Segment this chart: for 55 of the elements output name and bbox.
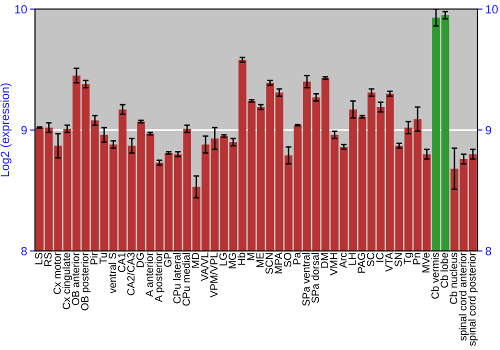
x-tick-label: Pir	[90, 252, 98, 264]
x-tick-label: SN	[394, 253, 402, 266]
x-tick-label: PAG	[358, 253, 366, 273]
x-tick-label: SPa dorsal	[311, 253, 319, 303]
x-tick-label: Tu	[100, 253, 107, 264]
x-tick-label: Arc	[339, 252, 347, 268]
x-tick-label: DM	[320, 253, 328, 268]
y-tick-label: 9	[21, 126, 27, 134]
x-tick-label: LS	[35, 252, 42, 264]
y-axis-title: Log2 (expression)	[0, 84, 12, 176]
x-tick-label: Cb nucleus	[450, 252, 458, 304]
x-tick-label: Cb vermis	[431, 252, 439, 299]
x-tick-label: CA2/CA3	[126, 252, 135, 296]
x-tick-label: SCN	[266, 253, 273, 274]
x-tick-label: VPM/VPL	[210, 252, 218, 298]
x-tick-label: MPA	[274, 252, 282, 274]
x-tick-label: MVe	[422, 252, 430, 272]
x-tick-label: Pa	[293, 252, 301, 264]
x-tick-label: RS	[44, 252, 52, 266]
x-tick-label: VTA	[385, 252, 393, 272]
x-tick-label: Pn	[413, 253, 420, 264]
x-tick-label: IC	[376, 252, 384, 262]
x-tick-label: MG	[228, 253, 236, 268]
x-tick-label: VMH	[330, 253, 338, 276]
x-tick-label: ventral S	[108, 252, 116, 294]
x-tick-label: LH	[348, 253, 356, 265]
x-tick-label: Hb	[238, 252, 246, 265]
x-tick-label: VA/VL	[200, 252, 208, 282]
y-tick-label: 8	[21, 246, 27, 256]
x-tick-label: OB anterior	[72, 252, 80, 306]
y2-tick-label: 10	[486, 5, 498, 14]
x-tick-label: GP	[164, 252, 172, 267]
y2-tick-label: 8	[486, 246, 492, 256]
x-tick-label: MD	[192, 252, 200, 268]
y-tick-label: 10	[15, 5, 27, 14]
x-tick-label: DG	[136, 253, 144, 268]
x-tick-label: Cx cingulate	[62, 252, 72, 310]
x-tick-label: CA1	[118, 252, 126, 272]
x-tick-label: CPu lateral	[173, 253, 181, 304]
x-tick-label: Cx motor	[53, 252, 61, 294]
x-tick-label: M	[247, 253, 254, 260]
x-tick-label: Tg	[404, 253, 414, 264]
x-tick-label: A anterior	[145, 252, 154, 297]
x-tick-label: A posterior	[154, 252, 164, 302]
x-tick-label: SPa ventral	[302, 253, 310, 306]
x-tick-label: LG	[219, 253, 227, 266]
x-tick-label: spinal cord anterior	[458, 252, 469, 341]
x-tick-label: SO	[284, 252, 292, 267]
y2-tick-label: 9	[486, 126, 492, 134]
x-tick-label: spinal cord posterior	[468, 252, 478, 346]
x-tick-label: CPu medial	[182, 253, 190, 306]
x-tick-label: SC	[366, 252, 374, 266]
x-tick-label: OB posterior	[80, 252, 91, 310]
x-tick-label: Cb lobe	[440, 252, 448, 288]
x-tick-label: ME	[256, 252, 264, 268]
